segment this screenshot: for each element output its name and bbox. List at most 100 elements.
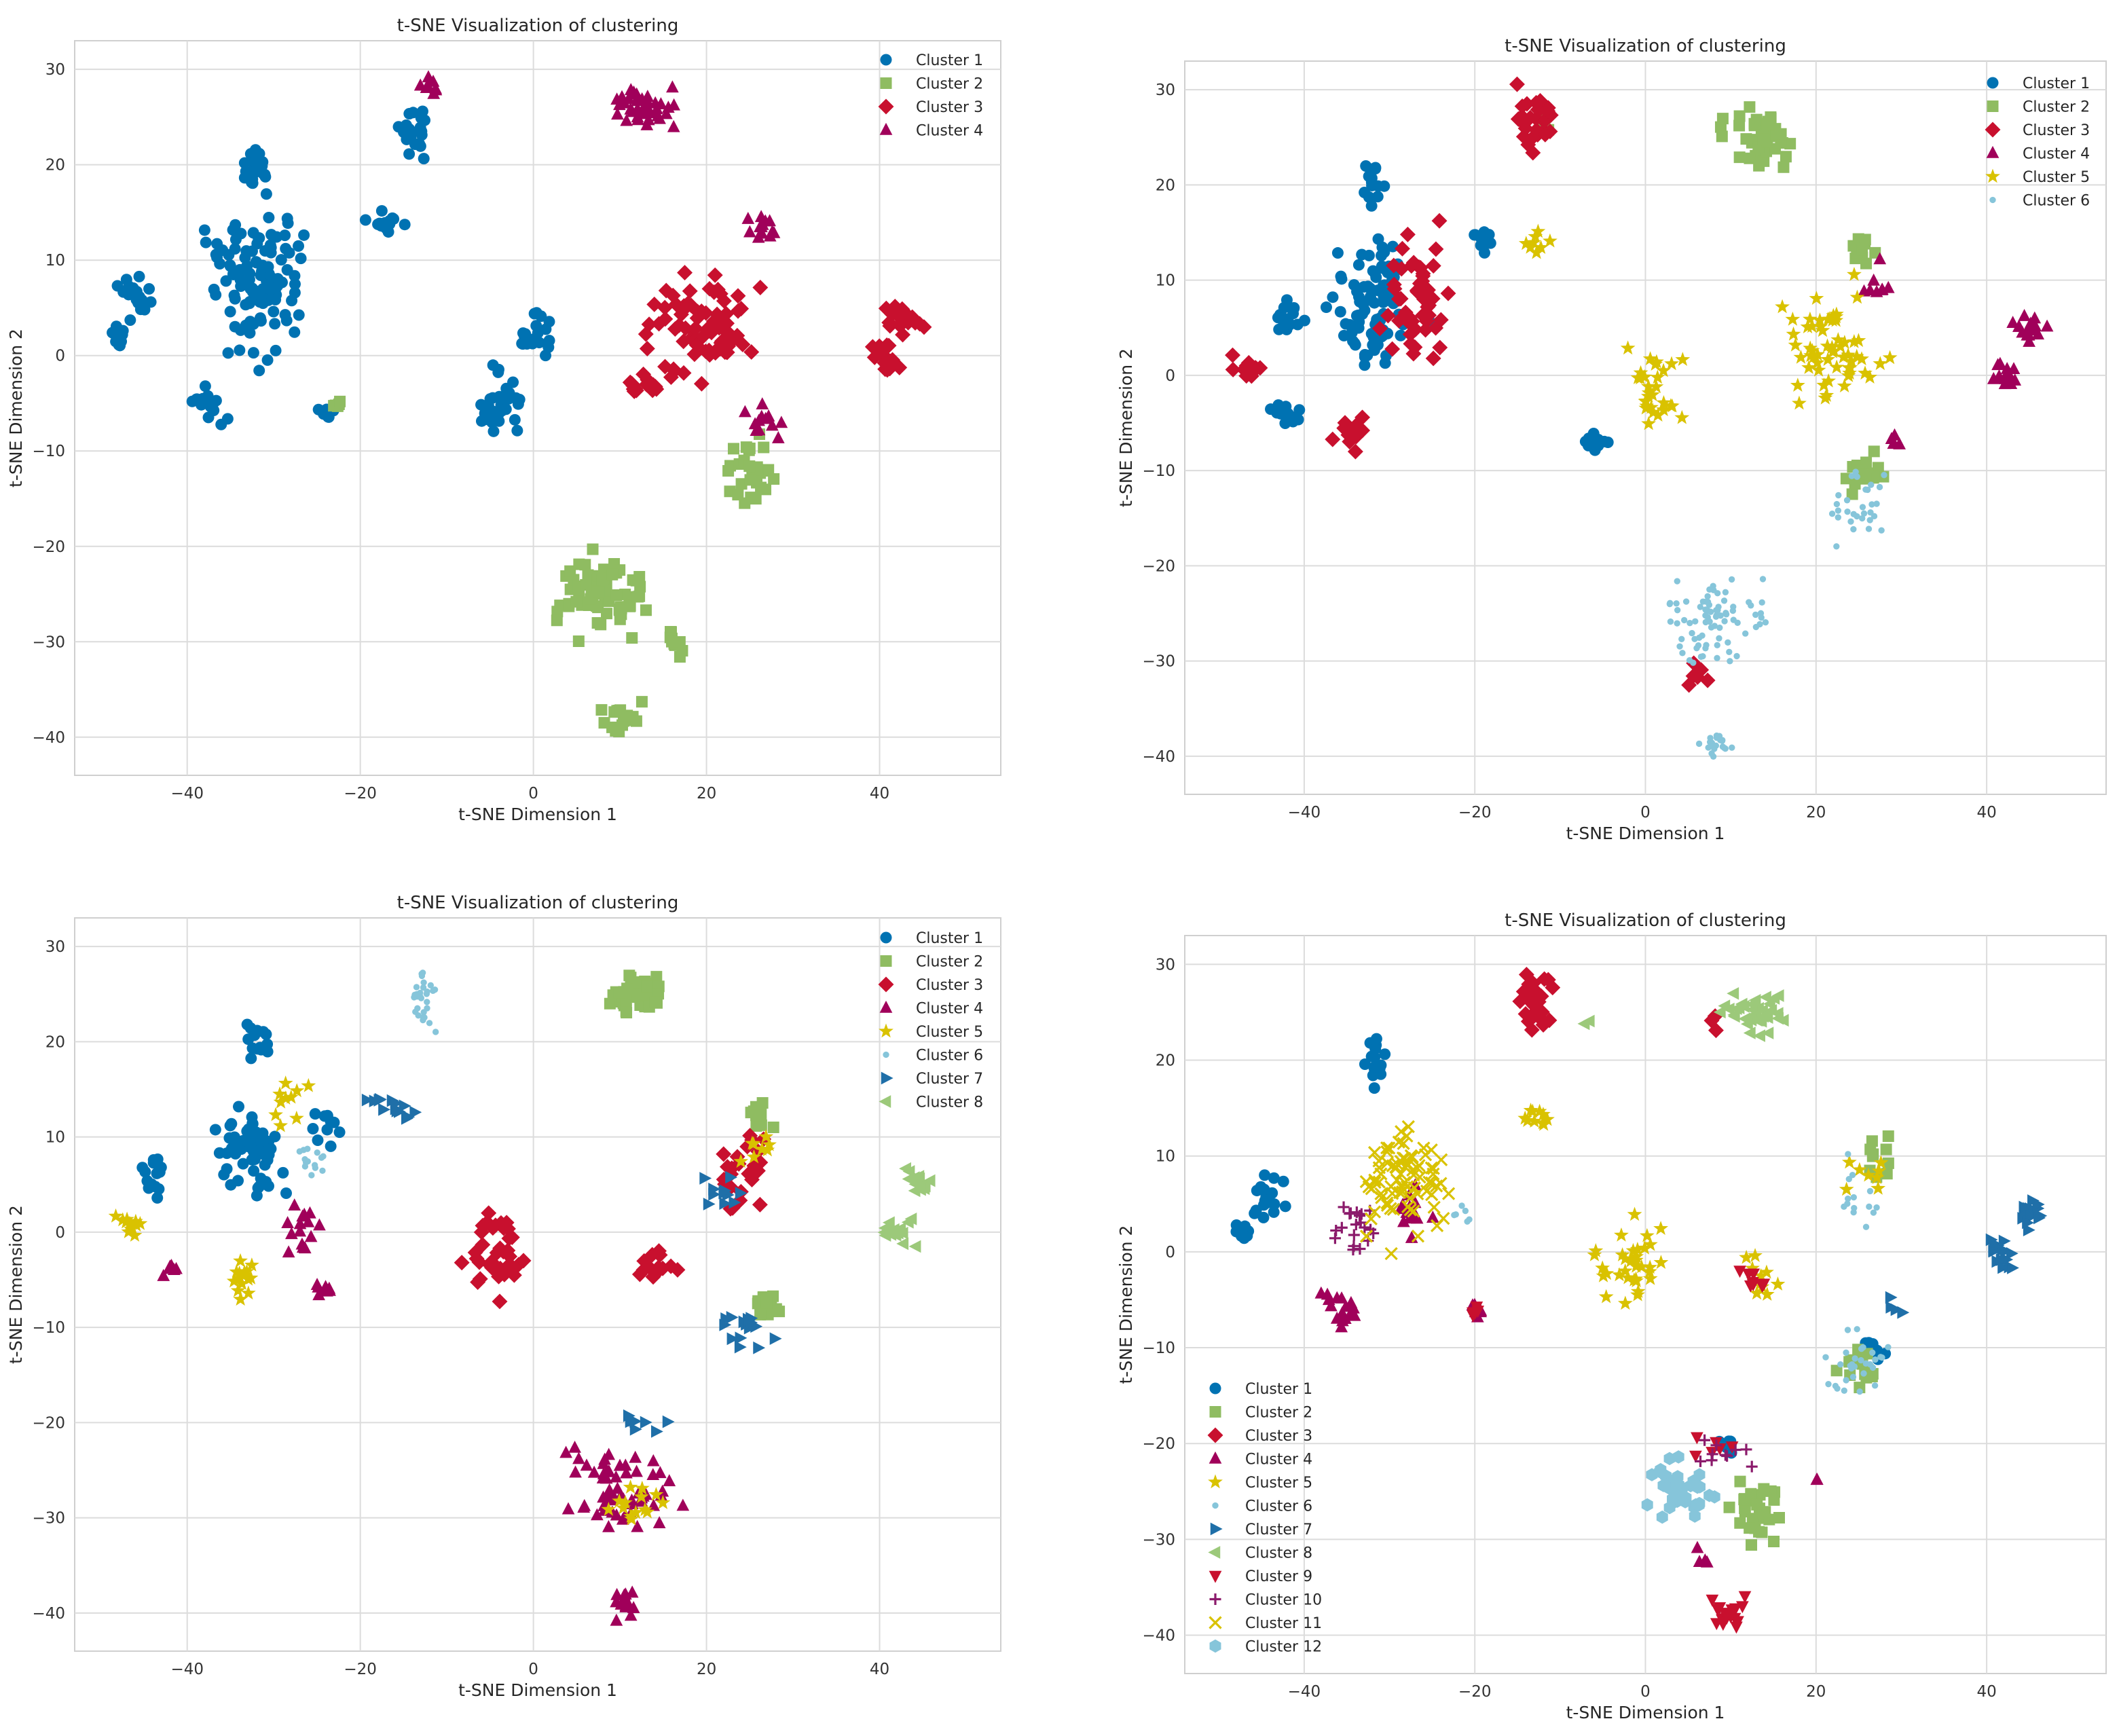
data-point xyxy=(1702,645,1709,652)
legend-label: Cluster 7 xyxy=(1245,1521,1312,1538)
data-point xyxy=(298,229,310,241)
legend-marker xyxy=(1209,1570,1222,1583)
data-point xyxy=(1864,1143,1877,1156)
data-point xyxy=(1786,326,1801,341)
data-point xyxy=(313,1218,326,1231)
data-point xyxy=(1426,1211,1439,1223)
series-5 xyxy=(1518,223,1898,430)
data-point xyxy=(1534,1004,1550,1020)
data-point xyxy=(1868,501,1875,508)
data-point xyxy=(1749,1522,1761,1534)
data-points xyxy=(1230,967,2048,1634)
data-point xyxy=(1713,734,1720,741)
data-point xyxy=(1730,604,1737,610)
data-point xyxy=(634,999,646,1012)
data-point xyxy=(1470,1301,1484,1314)
legend-label: Cluster 6 xyxy=(1245,1498,1312,1515)
data-point xyxy=(1426,1162,1440,1175)
legend-item: Cluster 5 xyxy=(1985,168,2090,186)
data-point xyxy=(221,1163,233,1175)
data-point xyxy=(610,1613,623,1626)
data-point xyxy=(572,1452,585,1464)
data-point xyxy=(610,1595,623,1608)
data-point xyxy=(580,578,592,591)
data-point xyxy=(420,984,427,991)
data-point xyxy=(1347,1244,1359,1256)
data-point xyxy=(1845,1176,1852,1183)
x-tick-label: 0 xyxy=(1640,804,1651,821)
legend-marker xyxy=(879,122,893,135)
data-point xyxy=(1433,312,1449,328)
data-point xyxy=(655,1495,671,1509)
data-point xyxy=(613,986,625,999)
data-point xyxy=(1634,1259,1649,1274)
data-point xyxy=(328,1116,340,1128)
data-point xyxy=(1758,1483,1770,1495)
data-point xyxy=(1272,312,1284,324)
data-point xyxy=(1424,291,1441,307)
data-point xyxy=(629,1422,642,1436)
data-point xyxy=(1714,654,1720,661)
data-point xyxy=(1663,1452,1676,1466)
data-point xyxy=(200,236,212,248)
data-point xyxy=(1517,1110,1533,1125)
data-point xyxy=(1292,413,1304,426)
data-point xyxy=(908,1184,921,1198)
data-point xyxy=(130,285,143,297)
data-point xyxy=(1690,659,1697,666)
data-point xyxy=(1768,1536,1780,1548)
data-point xyxy=(260,188,272,200)
data-point xyxy=(719,329,735,346)
data-point xyxy=(268,1107,283,1122)
data-point xyxy=(614,613,626,625)
x-tick-label: 40 xyxy=(870,1661,889,1678)
data-point xyxy=(640,118,654,130)
data-point xyxy=(1873,1204,1880,1211)
data-point xyxy=(616,1512,629,1525)
data-point xyxy=(1882,350,1898,365)
data-point xyxy=(1727,658,1733,665)
y-tick-label: 0 xyxy=(55,348,65,365)
data-point xyxy=(1314,1286,1328,1299)
chart-title: t-SNE Visualization of clustering xyxy=(1505,36,1786,56)
data-point xyxy=(1230,1225,1242,1238)
data-point xyxy=(359,214,371,226)
data-point xyxy=(1372,1154,1386,1168)
data-point xyxy=(1707,608,1714,615)
data-point xyxy=(1849,1172,1856,1179)
data-point xyxy=(1427,1200,1441,1214)
data-point xyxy=(420,81,433,93)
data-point xyxy=(420,979,427,986)
data-point xyxy=(501,1230,517,1246)
data-point xyxy=(570,595,583,608)
data-point xyxy=(133,270,145,282)
data-point xyxy=(239,252,251,264)
data-point xyxy=(1483,229,1495,241)
x-axis-label: t-SNE Dimension 1 xyxy=(458,805,617,824)
legend-item: Cluster 1 xyxy=(1987,75,2090,92)
data-point xyxy=(593,586,605,598)
data-point xyxy=(1335,270,1347,282)
data-point xyxy=(734,1340,747,1354)
data-point xyxy=(572,635,585,648)
data-point xyxy=(1753,1029,1765,1042)
data-point xyxy=(1803,348,1818,363)
data-point xyxy=(1811,1473,1824,1485)
data-point xyxy=(1759,576,1767,583)
data-point xyxy=(2022,328,2035,341)
data-point xyxy=(262,1147,274,1159)
legend-marker xyxy=(879,1023,893,1038)
data-point xyxy=(630,715,642,727)
series-1 xyxy=(136,1018,346,1204)
data-point xyxy=(1375,1191,1388,1204)
data-point xyxy=(1638,400,1654,415)
data-point xyxy=(1890,1303,1903,1316)
data-point xyxy=(307,1122,319,1134)
data-point xyxy=(569,1465,582,1478)
data-point xyxy=(1525,1103,1541,1118)
data-point xyxy=(1858,1356,1864,1364)
x-tick-label: 40 xyxy=(870,785,889,802)
data-point xyxy=(1532,1103,1547,1118)
data-point xyxy=(1706,586,1713,593)
data-point xyxy=(1859,504,1866,511)
